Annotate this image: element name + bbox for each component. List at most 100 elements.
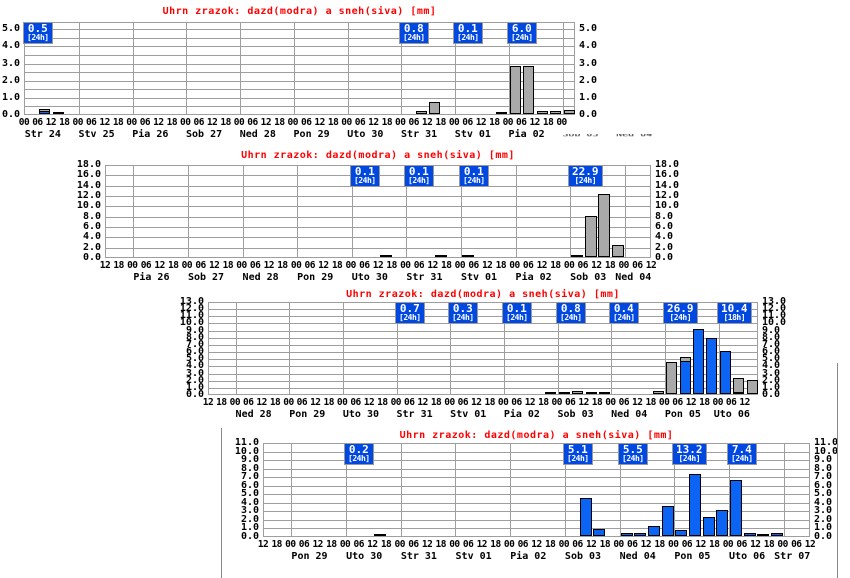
day-label: Uto 30 — [347, 129, 384, 140]
time-tick-label: 12 — [531, 539, 542, 550]
h-gridline — [209, 373, 757, 375]
time-tick-label: 00 — [777, 539, 788, 550]
y-axis-label-left: 9.0 — [185, 324, 204, 336]
day-gridline — [455, 23, 456, 114]
snow-bar — [733, 378, 744, 393]
day-gridline — [243, 166, 244, 257]
time-tick-label: 18 — [331, 260, 343, 271]
day-gridline — [240, 23, 241, 114]
time-tick-label: 00 — [444, 397, 455, 408]
day-gridline — [289, 303, 290, 394]
time-tick-label: 12 — [685, 397, 697, 408]
y-axis-label-right: 2.0 — [655, 241, 674, 253]
time-tick-label: 18 — [763, 539, 775, 550]
chart-title: Uhrn zrazok: dazd(modra) a sneh(siva) [m… — [241, 150, 515, 161]
time-tick-label: 18 — [604, 260, 616, 271]
h-gridline — [106, 227, 650, 228]
time-tick-label: 12 — [45, 117, 57, 128]
h-gridline — [106, 216, 650, 218]
day-label: Uto 30 — [346, 551, 383, 562]
day-label: Ned 04 — [611, 409, 648, 420]
time-tick-label: 12 — [260, 117, 272, 128]
y-axis-label-right: 3.0 — [579, 57, 598, 69]
rain-bar — [693, 329, 704, 394]
y-axis-label-left: 1.0 — [240, 522, 259, 534]
time-tick-label: 18 — [544, 539, 556, 550]
badge-value: 0.1 — [408, 165, 429, 178]
time-tick-label: 12 — [314, 117, 325, 128]
daily-total-badge: 0.2 [24h] — [344, 443, 374, 465]
day-label: Pon 29 — [289, 409, 326, 420]
badge-period: [24h] — [511, 33, 533, 42]
time-tick-label: 18 — [484, 397, 495, 408]
snow-bar — [435, 255, 447, 257]
day-label: Uto 30 — [351, 272, 388, 283]
badge-period: [24h] — [452, 313, 474, 322]
time-tick-label: 06 — [522, 260, 534, 271]
badge-period: [24h] — [348, 454, 370, 463]
y-axis-label-left: 2.0 — [185, 374, 204, 386]
time-tick-label: 00 — [503, 539, 515, 550]
rain-bar — [593, 529, 605, 536]
day-label: Sob 03 — [570, 272, 607, 283]
day-label: Ned 04 — [619, 551, 656, 562]
h-gridline — [25, 89, 574, 91]
window-border-line — [221, 428, 222, 578]
h-gridline — [264, 477, 809, 479]
time-tick-label: 18 — [386, 260, 397, 271]
h-gridline — [25, 63, 574, 65]
time-tick-label: 06 — [572, 539, 583, 550]
y-axis-label-right: 6.0 — [655, 221, 674, 232]
time-tick-label: 06 — [139, 117, 151, 128]
y-axis-label-left: 14.0 — [76, 179, 101, 191]
time-tick-label: 06 — [249, 260, 261, 271]
time-tick-label: 06 — [564, 397, 576, 408]
daily-total-badge: 7.4 [24h] — [727, 443, 757, 465]
time-tick-label: 12 — [750, 539, 761, 550]
h-gridline — [264, 494, 809, 496]
badge-value: 5.1 — [567, 443, 588, 456]
h-gridline — [264, 502, 809, 504]
day-gridline — [188, 166, 189, 257]
time-tick-label: 18 — [435, 117, 446, 128]
daily-total-badge: 0.4 [24h] — [609, 302, 639, 324]
snow-bar — [374, 534, 386, 536]
time-tick-label: 12 — [256, 397, 267, 408]
snow-bar — [612, 245, 624, 257]
y-axis-label-left: 13.0 — [179, 296, 204, 307]
y-axis-label-left: 6.0 — [185, 346, 204, 358]
day-label: Uto 06 — [729, 551, 766, 562]
daily-total-badge: 0.1 [24h] — [350, 165, 380, 187]
time-tick-label: 00 — [290, 260, 302, 271]
day-label: Stv 01 — [454, 129, 491, 140]
chart-title: Uhrn zrazok: dazd(modra) a sneh(siva) [m… — [346, 289, 620, 300]
h-gridline — [264, 511, 809, 513]
y-axis-label-right: 11.0 — [814, 437, 839, 448]
daily-total-badge: 0.5 [24h] — [23, 22, 53, 44]
y-axis-label-right: 18.0 — [655, 159, 680, 170]
day-label: Str 31 — [401, 129, 438, 140]
rain-bar — [621, 533, 633, 536]
h-gridline — [25, 46, 574, 48]
time-tick-label: 06 — [681, 539, 693, 550]
time-tick-label: 06 — [413, 260, 425, 271]
time-tick-label: 00 — [285, 539, 296, 550]
y-axis-label-right: 2.0 — [814, 513, 833, 525]
y-axis-label-right: 2.0 — [579, 74, 598, 86]
y-axis-label-left: 3.0 — [240, 505, 259, 517]
h-gridline — [264, 528, 809, 530]
time-tick-label: 00 — [287, 117, 299, 128]
day-gridline — [455, 444, 456, 536]
day-label: Stv 01 — [460, 272, 498, 283]
y-axis-label-right: 4.0 — [814, 496, 833, 508]
time-tick-label: 18 — [538, 397, 549, 408]
time-tick-label: 12 — [367, 539, 378, 550]
badge-value: 7.4 — [731, 443, 752, 456]
time-tick-label: 12 — [585, 539, 597, 550]
time-tick-label: 06 — [195, 260, 206, 271]
y-axis-label-right: 1.0 — [579, 91, 598, 103]
badge-value: 6.0 — [511, 22, 532, 35]
clipped-day-label: Sob 03 — [562, 129, 599, 140]
y-axis-label-left: 5.0 — [1, 23, 20, 35]
day-label: Sob 27 — [187, 272, 225, 283]
